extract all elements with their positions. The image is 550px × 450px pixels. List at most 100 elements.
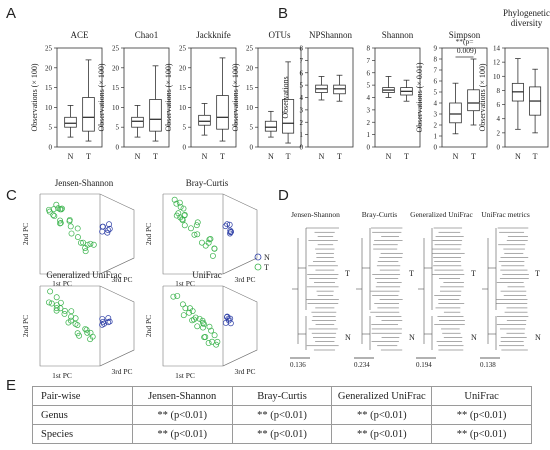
x-tick-label: T [86, 152, 91, 161]
data-point-n [228, 228, 235, 235]
data-point-t [201, 321, 207, 328]
pcoa-box [162, 285, 258, 367]
data-point-t [201, 334, 208, 341]
group-label-n: N [345, 333, 351, 342]
y-tick-label: 25 [246, 45, 254, 53]
data-point-t [186, 309, 193, 316]
data-point-t [209, 252, 216, 259]
x-tick-label: N [453, 152, 459, 161]
box [131, 116, 144, 128]
table-row: Genus ** (p<0.01) ** (p<0.01) ** (p<0.01… [32, 405, 532, 425]
data-point-t [53, 302, 60, 309]
y-tick-label: 14 [493, 45, 501, 53]
plot-frame [257, 47, 302, 148]
data-point-t [61, 311, 68, 317]
data-point-t [77, 239, 84, 246]
y-tick-label: 7 [367, 57, 371, 65]
data-point-t [57, 220, 64, 227]
y-axis-label: 2nd PC [144, 315, 153, 337]
data-point-n [227, 315, 234, 322]
data-point-t [90, 241, 97, 248]
significance-label: 0.009) [457, 46, 477, 55]
data-point-t [192, 314, 199, 321]
y-tick-label: 10 [246, 104, 254, 112]
data-point-t [83, 326, 90, 333]
data-point-t [205, 239, 212, 246]
data-point-t [173, 200, 180, 207]
y-tick-label: 1 [367, 131, 371, 139]
data-point-t [208, 327, 215, 334]
chart-title: Generalized UniFrac [46, 270, 121, 280]
table-header-cell: UniFrac [431, 386, 532, 406]
y-tick-label: 10 [179, 104, 187, 112]
x-tick-label: N [202, 152, 208, 161]
data-point-n [226, 221, 233, 228]
legend-label: N [264, 253, 270, 262]
data-point-t [173, 212, 180, 219]
data-point-t [53, 201, 60, 208]
data-point-t [198, 239, 205, 246]
data-point-t [187, 225, 194, 232]
y-tick-label: 0 [250, 144, 254, 152]
data-point-t [205, 340, 212, 346]
y-tick-label: 15 [45, 84, 53, 92]
data-point-n [105, 227, 112, 234]
y-tick-label: 5 [183, 124, 187, 132]
y-tick-label: 2 [300, 119, 304, 127]
data-point-t [180, 205, 187, 212]
y-tick-label: 20 [112, 64, 120, 72]
x-tick-label: T [337, 152, 342, 161]
data-point-n [99, 228, 106, 235]
y-tick-label: 0 [497, 144, 501, 152]
data-point-n [224, 314, 230, 321]
y-tick-label: 3 [434, 111, 438, 119]
box [449, 102, 462, 124]
y-tick-label: 5 [250, 124, 254, 132]
x-tick-label: N [515, 152, 521, 161]
table-cell: ** (p<0.01) [131, 405, 233, 425]
y-tick-label: 4 [497, 115, 501, 123]
y-axis-label: 2nd PC [21, 223, 30, 245]
data-point-n [224, 221, 231, 228]
data-point-t [179, 301, 186, 308]
legend-marker-t [254, 263, 262, 271]
plot-frame [123, 47, 170, 148]
data-point-t [50, 212, 57, 218]
chart-title: OTUs [269, 30, 291, 40]
table-cell: ** (p<0.01) [231, 424, 333, 444]
y-axis-label: 2nd PC [144, 223, 153, 245]
table-cell: ** (p<0.01) [431, 405, 532, 425]
y-tick-label: 5 [434, 89, 438, 97]
data-point-n [105, 319, 112, 326]
data-point-t [53, 294, 60, 301]
plot-frame [56, 47, 103, 148]
y-tick-label: 5 [116, 124, 120, 132]
x-tick-label: N [386, 152, 392, 161]
panel-label-c: C [6, 187, 17, 204]
chart-title: ACE [71, 30, 90, 40]
data-point-t [62, 308, 68, 314]
scale-label: 0.194 [416, 361, 432, 369]
data-point-t [177, 204, 184, 210]
table-cell: ** (p<0.01) [331, 424, 433, 444]
data-point-n [105, 315, 112, 322]
x-axis-label: 1st PC [52, 371, 72, 380]
y-tick-label: 5 [367, 82, 371, 90]
plot-frame [374, 47, 421, 148]
y-tick-label: 5 [49, 124, 53, 132]
box [198, 114, 211, 126]
data-point-t [211, 332, 218, 339]
data-point-t [48, 300, 55, 307]
data-point-t [181, 222, 188, 229]
data-point-t [46, 208, 53, 215]
y-axis-label: Observations (× 100) [478, 63, 487, 131]
data-point-t [206, 323, 213, 330]
data-point-t [66, 218, 73, 225]
data-point-t [179, 217, 186, 224]
data-point-t [51, 213, 58, 220]
chart-title: Shannon [382, 30, 414, 40]
group-label-n: N [409, 333, 415, 342]
data-point-t [181, 211, 188, 218]
data-point-t [87, 329, 94, 336]
data-point-t [189, 308, 196, 314]
